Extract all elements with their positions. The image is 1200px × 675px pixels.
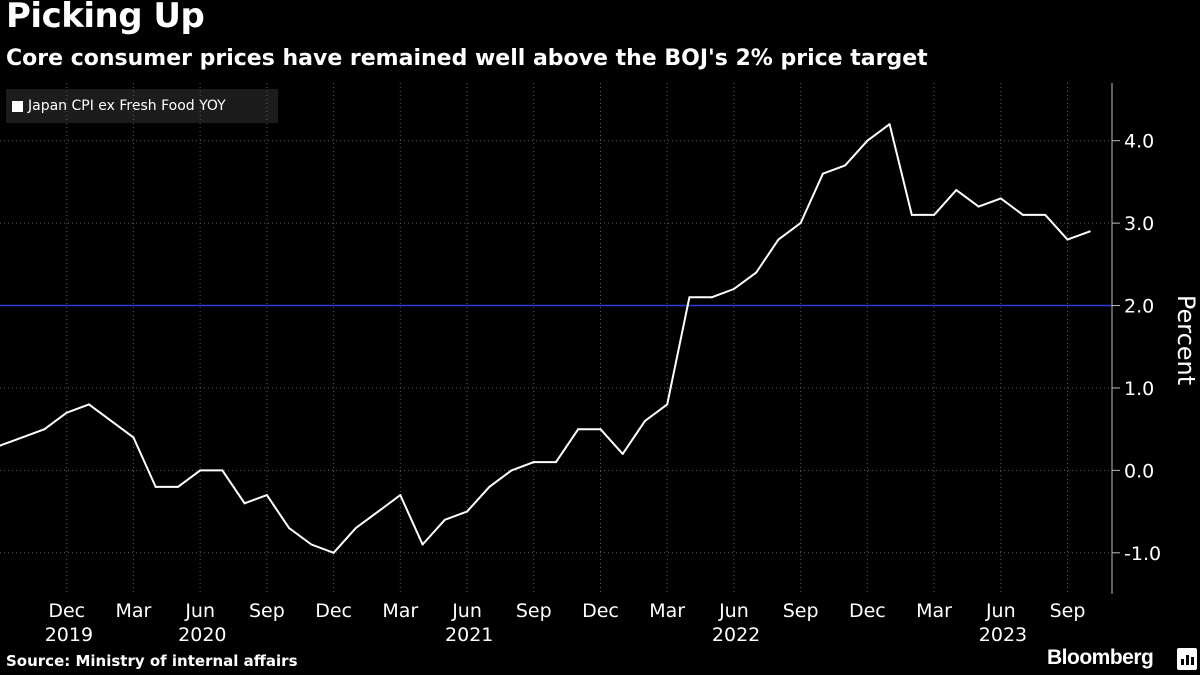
y-tick-label: 3.0	[1124, 213, 1154, 235]
data-point	[643, 419, 646, 422]
y-tick-label: 0.0	[1124, 460, 1154, 482]
data-point	[1088, 230, 1091, 233]
data-point	[0, 444, 1, 447]
legend: Japan CPI ex Fresh Food YOY	[6, 89, 278, 123]
data-point	[176, 485, 179, 488]
x-year-label: 2019	[45, 624, 93, 646]
data-point	[621, 452, 624, 455]
data-point	[243, 502, 246, 505]
data-point	[221, 469, 224, 472]
data-point	[110, 419, 113, 422]
data-point	[1044, 213, 1047, 216]
chart-subtitle: Core consumer prices have remained well …	[6, 46, 928, 71]
y-tick-label: 2.0	[1124, 296, 1154, 318]
source-note: Source: Ministry of internal affairs	[6, 652, 298, 670]
data-point	[555, 461, 557, 464]
data-point	[732, 288, 735, 291]
data-point	[866, 139, 869, 142]
x-tick-label: Sep	[516, 600, 552, 622]
data-point	[777, 238, 780, 241]
x-tick-label: Jun	[451, 600, 482, 622]
x-year-label: 2020	[178, 624, 226, 646]
data-point	[43, 428, 46, 431]
data-point	[799, 222, 802, 225]
data-point	[577, 428, 580, 431]
x-tick-label: Sep	[783, 600, 819, 622]
legend-label: Japan CPI ex Fresh Food YOY	[28, 98, 226, 114]
y-tick-label: 4.0	[1124, 131, 1154, 153]
x-year-label: 2022	[712, 624, 760, 646]
data-point	[844, 164, 847, 167]
data-point	[443, 518, 446, 521]
data-point	[199, 469, 202, 472]
data-point	[154, 485, 157, 488]
x-tick-label: Dec	[315, 600, 352, 622]
data-point	[1066, 238, 1069, 241]
data-point	[599, 428, 602, 431]
data-point	[821, 172, 824, 175]
data-point	[87, 403, 90, 406]
y-axis-title: Percent	[1172, 295, 1200, 385]
data-point	[288, 527, 291, 530]
data-point	[65, 411, 68, 414]
data-point	[977, 205, 980, 208]
x-tick-label: Jun	[718, 600, 749, 622]
data-point	[1022, 213, 1025, 216]
series-line	[0, 123, 1091, 554]
data-point	[666, 403, 669, 406]
data-point	[132, 436, 135, 439]
x-tick-label: Mar	[116, 600, 152, 622]
legend-swatch	[12, 100, 23, 112]
data-point	[421, 543, 424, 546]
grid-layer	[0, 83, 1112, 594]
x-year-label: 2021	[445, 624, 493, 646]
data-point	[310, 543, 313, 546]
x-tick-label: Sep	[1050, 600, 1086, 622]
data-point	[888, 123, 891, 126]
data-point	[21, 436, 24, 439]
y-tick-label: 1.0	[1124, 378, 1154, 400]
x-tick-label: Dec	[849, 600, 886, 622]
x-tick-label: Jun	[184, 600, 215, 622]
data-point	[933, 213, 936, 216]
x-tick-label: Mar	[649, 600, 685, 622]
data-point	[688, 296, 691, 299]
data-point	[510, 469, 513, 472]
data-point	[710, 296, 713, 299]
data-point	[999, 197, 1002, 200]
data-point	[755, 271, 758, 274]
x-tick-label: Dec	[582, 600, 619, 622]
data-point	[532, 461, 535, 464]
x-tick-label: Dec	[48, 600, 85, 622]
data-point	[955, 189, 958, 192]
x-tick-label: Sep	[249, 600, 285, 622]
data-point	[354, 527, 357, 530]
x-year-label: 2023	[979, 624, 1027, 646]
brand-logo-text: Bloomberg	[1047, 646, 1154, 669]
x-tick-label: Jun	[985, 600, 1016, 622]
data-point	[332, 551, 335, 554]
chart-title: Picking Up	[6, 0, 205, 36]
bloomberg-chart-icon	[1177, 648, 1197, 670]
series-layer	[0, 123, 1091, 554]
data-point	[466, 510, 469, 513]
x-tick-label: Mar	[382, 600, 418, 622]
data-point	[377, 510, 380, 513]
data-point	[399, 494, 402, 497]
y-tick-label: -1.0	[1124, 543, 1161, 565]
data-point	[488, 485, 491, 488]
data-point	[265, 494, 268, 497]
x-tick-label: Mar	[916, 600, 952, 622]
data-point	[910, 213, 913, 216]
